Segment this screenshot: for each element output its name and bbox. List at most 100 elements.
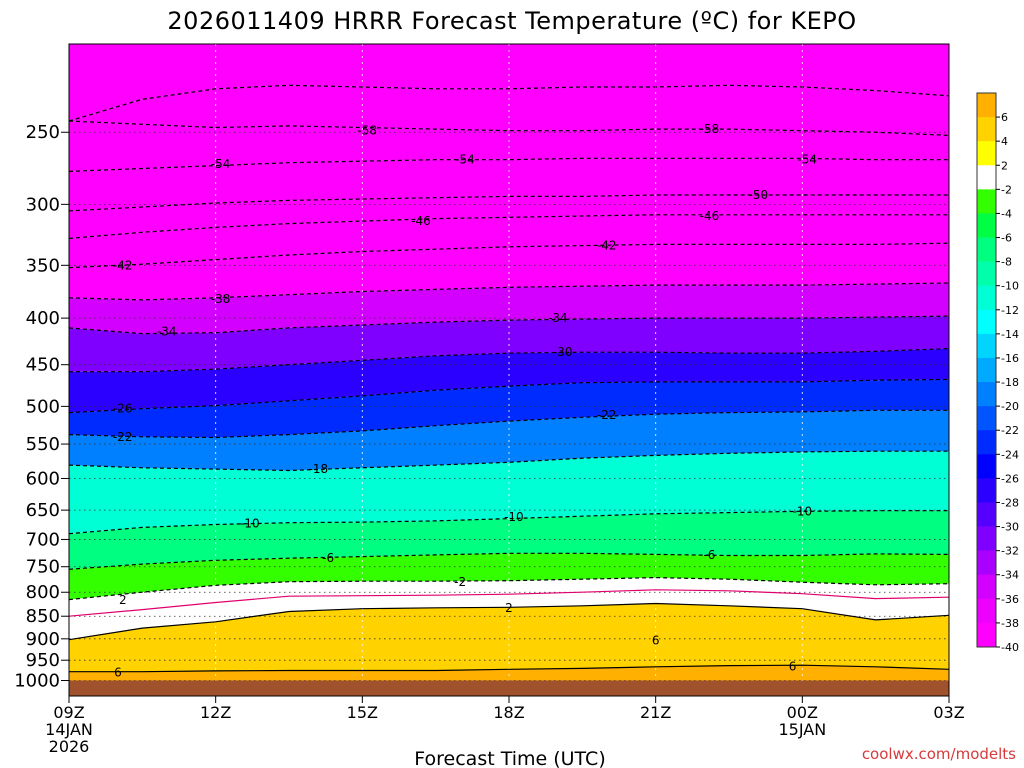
colorbar-tick-label: -38 xyxy=(1001,617,1019,630)
band-fill xyxy=(69,510,949,570)
chart-title: 2026011409 HRRR Forecast Temperature (ºC… xyxy=(167,7,856,35)
x-tick-label: 03Z xyxy=(933,703,964,722)
colorbar-swatch xyxy=(977,213,996,238)
band-fill xyxy=(69,44,949,121)
y-tick-label: 800 xyxy=(26,582,60,603)
contour-label: -6 xyxy=(322,551,334,565)
y-tick-label: 900 xyxy=(26,629,60,650)
contour-label: -22 xyxy=(113,430,133,444)
contour-labels: 6 6 6 2 2 -2 -6 -6 -10 -10 -10 -18 -22 -22 -26 -30 -34 -3… xyxy=(113,122,817,679)
colorbar-swatch xyxy=(977,309,996,335)
contour-label: -46 xyxy=(411,214,431,228)
contour-label: -54 xyxy=(455,153,475,167)
colorbar-tick-label: -32 xyxy=(1001,545,1019,558)
colorbar-tick-label: -8 xyxy=(1001,256,1012,269)
colorbar-swatch xyxy=(977,357,996,383)
contour-label: 2 xyxy=(505,601,513,615)
y-tick-label: 450 xyxy=(26,355,60,376)
contour-line xyxy=(69,664,949,673)
colorbar-tick-label: -40 xyxy=(1001,641,1019,654)
colorbar-tick-label: -34 xyxy=(1001,569,1019,582)
colorbar-swatch xyxy=(977,478,996,503)
colorbar-swatch xyxy=(977,93,996,118)
band-fill xyxy=(69,158,949,211)
colorbar-tick-label: -18 xyxy=(1001,376,1019,389)
x-tick-label: 21Z xyxy=(640,703,671,722)
colorbar-tick-label: 4 xyxy=(1001,135,1008,148)
band-fill xyxy=(69,577,949,617)
contour-line xyxy=(69,576,949,601)
contour-line xyxy=(69,510,949,535)
colorbar-tick-label: -24 xyxy=(1001,448,1019,461)
colorbar-swatch xyxy=(977,117,996,142)
grid-lines xyxy=(69,44,949,696)
contour-label: -58 xyxy=(357,124,377,138)
contour-label: -58 xyxy=(700,122,720,136)
x-tick-label: 2026 xyxy=(49,737,90,756)
contour-line xyxy=(69,214,949,239)
contour-label: -34 xyxy=(548,311,568,325)
colorbar-tick-label: -14 xyxy=(1001,328,1019,341)
colorbar-swatch xyxy=(977,550,996,576)
x-tick-label: 09Z xyxy=(53,703,84,722)
band-fill xyxy=(69,589,949,640)
colorbar-swatch xyxy=(977,406,996,431)
x-tick-label: 12Z xyxy=(200,703,231,722)
contour-label: -2 xyxy=(454,575,466,589)
contour-label: -38 xyxy=(211,292,231,306)
ground-below-surface xyxy=(69,680,949,696)
x-axis-title: Forecast Time (UTC) xyxy=(414,748,605,768)
band-fill xyxy=(69,316,949,372)
colorbar-tick-label: -12 xyxy=(1001,304,1019,317)
y-tick-label: 250 xyxy=(26,122,60,143)
colorbar-swatch xyxy=(977,574,996,600)
colorbar-swatch xyxy=(977,622,996,648)
colorbar-tick-label: 6 xyxy=(1001,111,1008,124)
colorbar-tick-label: -4 xyxy=(1001,207,1012,220)
contour-label: -42 xyxy=(113,258,133,272)
contour-label: -6 xyxy=(703,548,715,562)
colorbar-tick-label: 2 xyxy=(1001,159,1008,172)
colorbar-swatch xyxy=(977,261,996,286)
contour-line xyxy=(69,602,949,641)
colorbar-swatch xyxy=(977,285,996,311)
colorbar-swatch xyxy=(977,165,996,190)
contour-line xyxy=(69,589,949,617)
isotherm-contours xyxy=(69,84,949,673)
contour-label: -22 xyxy=(597,408,617,422)
colorbar-swatch xyxy=(977,598,996,624)
x-tick-label: 00Z xyxy=(787,703,818,722)
contour-label: -46 xyxy=(700,209,720,223)
colorbar-frame xyxy=(976,92,997,648)
contour-label: -54 xyxy=(797,153,817,167)
colorbar-swatch xyxy=(977,237,996,262)
contour-label: -54 xyxy=(211,157,231,171)
colorbar-swatch xyxy=(977,526,996,551)
y-tick-label: 1000 xyxy=(14,670,60,691)
contour-label: -30 xyxy=(553,345,573,359)
y-tick-label: 850 xyxy=(26,606,60,627)
colorbar-tick-label: -2 xyxy=(1001,183,1012,196)
contour-label: 2 xyxy=(119,593,127,607)
contour-label: -50 xyxy=(749,188,769,202)
colorbar-legend: 6 4 2 -2 -4 -6 -8 -10 -12 -14 -16 -18 -20 -22 -24 -26 -2… xyxy=(976,92,1019,654)
contour-label: 6 xyxy=(652,634,660,648)
contour-label: -10 xyxy=(793,504,813,518)
band-fill xyxy=(69,451,949,534)
band-fill xyxy=(69,379,949,438)
colorbar-swatch xyxy=(977,382,996,407)
colorbar-tick-label: -20 xyxy=(1001,400,1019,413)
colorbar-swatch xyxy=(977,454,996,479)
y-tick-label: 750 xyxy=(26,557,60,578)
credit-link[interactable]: coolwx.com/modelts xyxy=(862,745,1016,763)
colorbar-tick-label: -26 xyxy=(1001,472,1019,485)
y-tick-label: 650 xyxy=(26,500,60,521)
y-tick-label: 300 xyxy=(26,194,60,215)
colorbar-tick-label: -36 xyxy=(1001,593,1019,606)
band-fill xyxy=(69,603,949,672)
contour-label: -18 xyxy=(309,462,329,476)
colorbar-swatch xyxy=(977,502,996,527)
colorbar-tick-label: -10 xyxy=(1001,280,1019,293)
